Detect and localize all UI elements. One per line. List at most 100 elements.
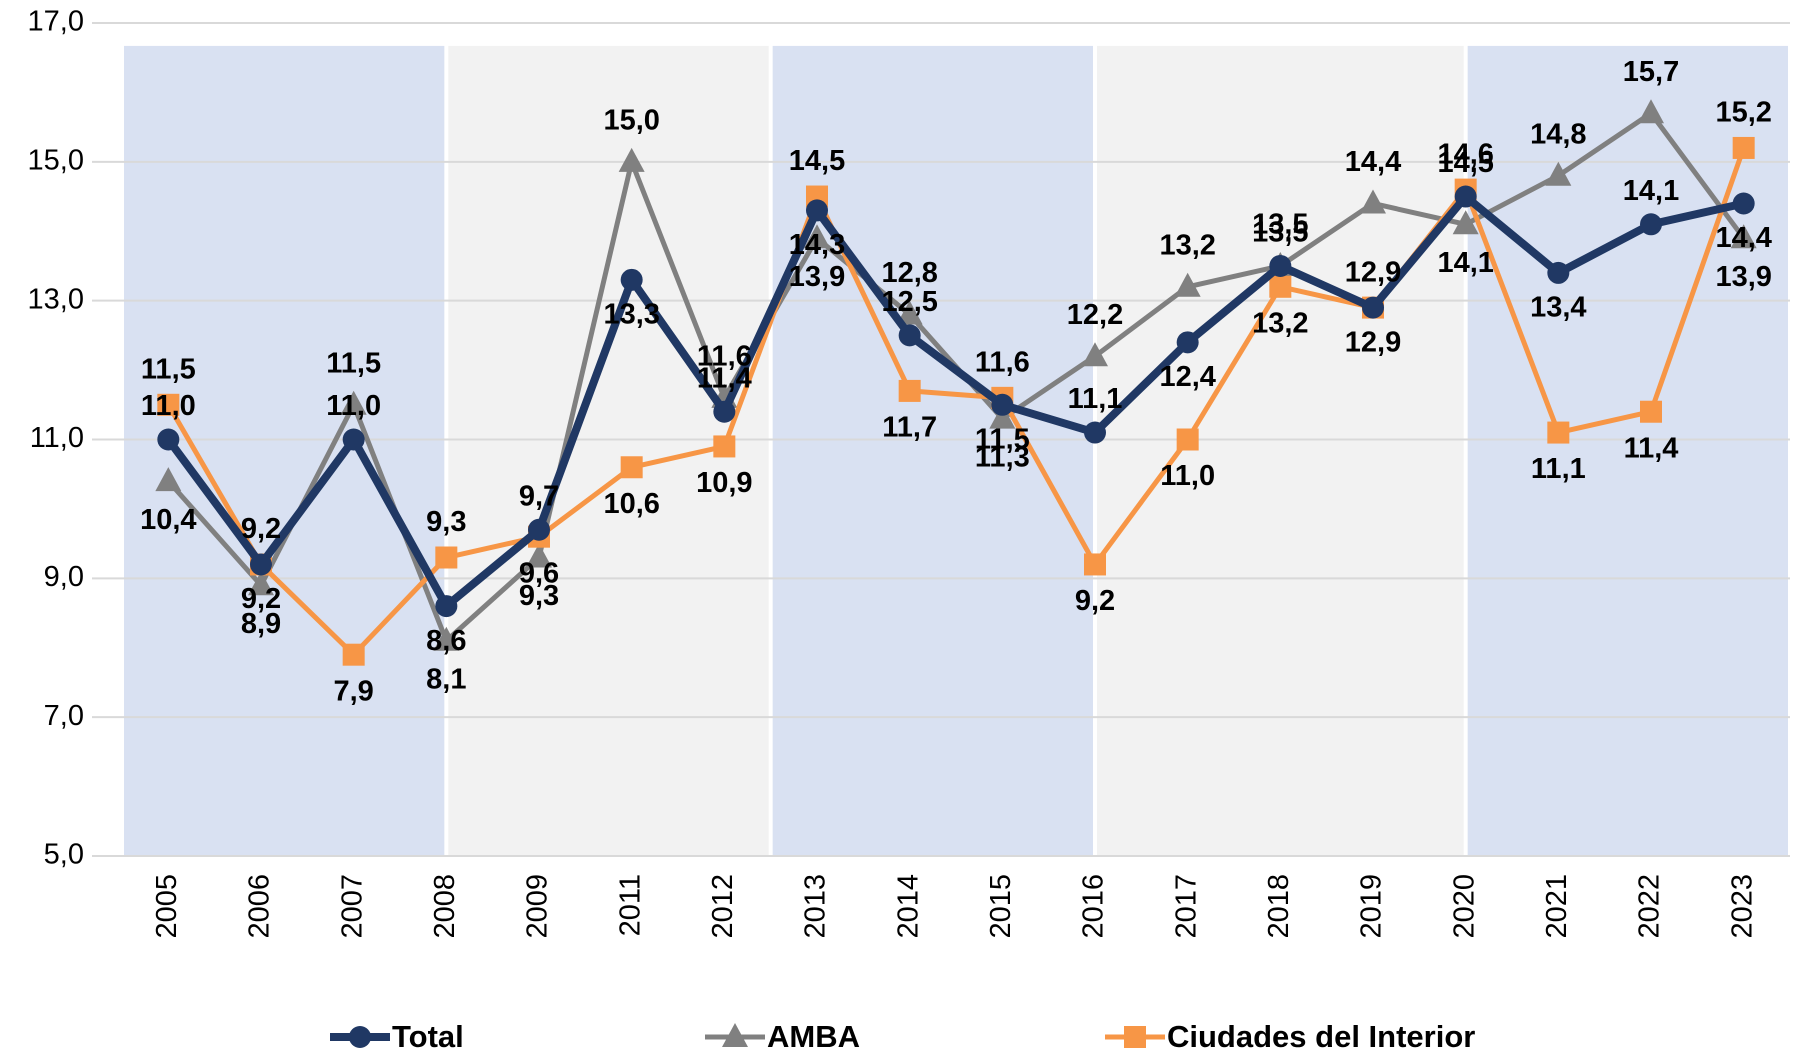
data-label: 11,0 bbox=[326, 390, 381, 422]
data-label: 8,1 bbox=[426, 663, 466, 695]
data-label: 15,7 bbox=[1623, 56, 1679, 88]
marker bbox=[620, 456, 643, 479]
data-label: 13,2 bbox=[1252, 307, 1308, 339]
y-tick-label: 5,0 bbox=[44, 839, 84, 871]
data-label: 10,9 bbox=[696, 467, 752, 499]
data-label: 11,6 bbox=[697, 341, 752, 373]
marker bbox=[1269, 275, 1292, 298]
data-label: 11,1 bbox=[1531, 453, 1586, 485]
background-band bbox=[772, 45, 1093, 857]
data-label: 11,0 bbox=[141, 390, 196, 422]
marker bbox=[1176, 428, 1199, 451]
x-tick-label: 2009 bbox=[522, 874, 554, 939]
data-label: 12,2 bbox=[1067, 299, 1123, 331]
marker bbox=[157, 393, 180, 416]
marker bbox=[1547, 421, 1570, 444]
data-label: 14,5 bbox=[789, 145, 845, 177]
x-tick-label: 2005 bbox=[151, 874, 183, 939]
marker bbox=[342, 643, 365, 666]
data-label: 13,5 bbox=[1252, 217, 1308, 249]
data-label: 7,9 bbox=[334, 675, 374, 707]
x-tick-label: 2018 bbox=[1263, 874, 1295, 939]
legend-marker bbox=[349, 1026, 371, 1048]
data-label: 11,7 bbox=[882, 412, 937, 444]
data-label: 12,5 bbox=[881, 286, 937, 318]
marker bbox=[898, 379, 921, 402]
data-label: 14,6 bbox=[1437, 138, 1493, 170]
data-label: 10,6 bbox=[603, 488, 659, 520]
marker bbox=[1547, 261, 1570, 284]
x-tick-label: 2019 bbox=[1356, 874, 1388, 939]
marker bbox=[248, 571, 274, 596]
y-tick-label: 7,0 bbox=[44, 700, 84, 732]
marker bbox=[620, 268, 643, 291]
data-label: 11,0 bbox=[1160, 460, 1215, 492]
marker bbox=[250, 553, 272, 576]
x-tick-label: 2012 bbox=[707, 874, 739, 939]
data-label: 13,3 bbox=[603, 298, 659, 330]
series-line bbox=[165, 192, 1745, 611]
y-tick-label: 15,0 bbox=[28, 144, 84, 176]
x-tick-label: 2008 bbox=[429, 874, 461, 939]
marker bbox=[1452, 210, 1479, 235]
data-label: 11,4 bbox=[697, 362, 752, 394]
marker bbox=[896, 300, 923, 325]
x-tick-label: 2007 bbox=[336, 874, 368, 939]
marker bbox=[989, 404, 1016, 429]
x-tick-label: 2021 bbox=[1541, 874, 1573, 939]
y-tick-label: 11,0 bbox=[30, 422, 84, 454]
data-label: 9,6 bbox=[519, 557, 559, 589]
x-tick-label: 2016 bbox=[1078, 874, 1110, 939]
data-label: 9,2 bbox=[241, 583, 281, 615]
data-label: 13,2 bbox=[1159, 229, 1215, 261]
legend-item: Ciudades del Interior bbox=[1105, 1019, 1475, 1054]
data-label: 11,3 bbox=[975, 441, 1030, 473]
marker bbox=[898, 324, 921, 347]
data-label: 13,4 bbox=[1530, 292, 1586, 324]
marker bbox=[155, 467, 182, 492]
x-tick-label: 2023 bbox=[1726, 874, 1758, 939]
x-tick-label: 2013 bbox=[800, 874, 832, 939]
data-label: 14,8 bbox=[1530, 118, 1586, 150]
data-label: 8,6 bbox=[426, 625, 466, 657]
data-label: 13,5 bbox=[1252, 209, 1308, 241]
data-label: 9,3 bbox=[426, 506, 466, 538]
data-label: 11,5 bbox=[326, 347, 381, 379]
data-label: 9,2 bbox=[1075, 585, 1115, 617]
x-tick-label: 2006 bbox=[244, 874, 276, 939]
marker bbox=[340, 390, 367, 415]
x-tick-label: 2015 bbox=[985, 874, 1017, 939]
x-tick-label: 2022 bbox=[1634, 874, 1666, 939]
marker bbox=[991, 393, 1014, 416]
data-label: 14,4 bbox=[1345, 146, 1401, 178]
marker bbox=[804, 224, 830, 249]
marker bbox=[1082, 342, 1108, 367]
data-label: 13,9 bbox=[1715, 261, 1771, 293]
marker bbox=[618, 147, 645, 172]
marker bbox=[435, 546, 458, 569]
background-band bbox=[1097, 45, 1464, 857]
data-label: 14,5 bbox=[1437, 147, 1493, 179]
marker bbox=[1174, 272, 1201, 297]
data-label: 10,4 bbox=[140, 504, 196, 536]
x-tick-label: 2020 bbox=[1448, 874, 1480, 939]
marker bbox=[528, 518, 550, 541]
marker bbox=[342, 428, 365, 451]
data-label: 15,0 bbox=[603, 104, 659, 136]
y-tick-label: 17,0 bbox=[28, 6, 84, 38]
data-label: 14,3 bbox=[789, 229, 845, 261]
marker bbox=[1640, 213, 1662, 236]
legend-label: AMBA bbox=[767, 1019, 860, 1054]
x-tick-label: 2017 bbox=[1170, 874, 1202, 939]
marker bbox=[806, 199, 828, 222]
legend-item: AMBA bbox=[705, 1019, 860, 1054]
data-label: 11,5 bbox=[975, 423, 1030, 455]
legend-label: Total bbox=[392, 1019, 464, 1054]
data-label: 12,4 bbox=[1159, 361, 1215, 393]
data-label: 13,9 bbox=[789, 261, 845, 293]
marker bbox=[435, 595, 458, 618]
marker bbox=[433, 626, 460, 651]
data-label: 14,4 bbox=[1715, 222, 1771, 254]
data-label: 8,9 bbox=[241, 608, 281, 640]
